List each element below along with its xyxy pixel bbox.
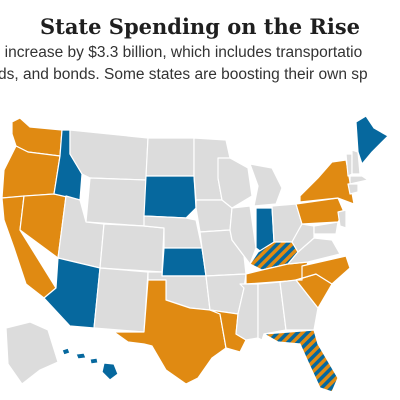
state-maryland: [313, 221, 339, 235]
state-texas: [113, 279, 227, 385]
map-title: State Spending on the Rise: [39, 14, 361, 39]
state-hawaii: [61, 347, 119, 381]
state-wisconsin: [217, 157, 253, 209]
state-new-jersey: [337, 209, 347, 229]
state-new-york: [299, 159, 355, 205]
state-colorado: [99, 223, 165, 273]
state-wyoming: [85, 177, 147, 227]
subtitle-line-1: ill increase by $3.3 billion, which incl…: [0, 44, 363, 61]
us-states-map: [1, 115, 389, 393]
state-michigan: [249, 163, 283, 207]
state-connecticut: [347, 183, 359, 195]
state-massachusetts: [349, 175, 369, 185]
state-kansas: [161, 247, 207, 277]
state-arizona: [43, 257, 101, 329]
state-florida: [263, 329, 339, 393]
state-georgia: [279, 279, 319, 331]
state-new-mexico: [93, 267, 149, 333]
state-north-dakota: [145, 137, 195, 177]
state-illinois: [229, 205, 257, 265]
states-layer: [1, 115, 389, 393]
state-alaska: [5, 321, 59, 385]
state-south-dakota: [143, 175, 197, 219]
state-montana: [69, 129, 149, 181]
state-maine: [355, 115, 389, 165]
subtitle-line-2: ds, and bonds. Some states are boosting …: [0, 66, 368, 83]
state-new-hampshire: [351, 149, 361, 175]
state-iowa: [195, 199, 233, 233]
state-north-carolina: [295, 255, 351, 285]
